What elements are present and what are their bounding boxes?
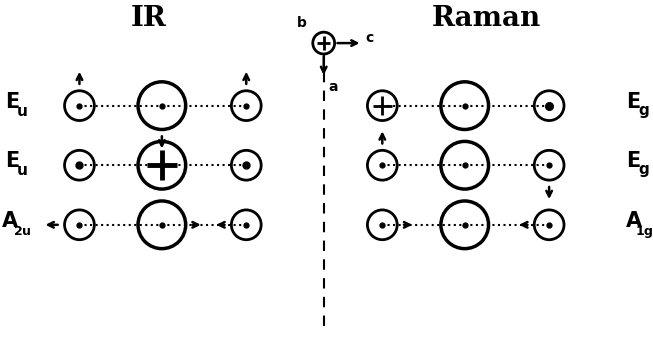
Text: $\mathbf{u}$: $\mathbf{u}$ [16, 164, 27, 178]
Text: $\mathbf{1g}$: $\mathbf{1g}$ [635, 224, 653, 240]
Text: $\mathbf{g}$: $\mathbf{g}$ [638, 163, 649, 179]
Text: b: b [297, 16, 307, 30]
Text: c: c [366, 31, 374, 45]
Text: $\mathbf{E}$: $\mathbf{E}$ [5, 151, 19, 171]
Text: $\mathbf{u}$: $\mathbf{u}$ [16, 104, 27, 119]
Text: $\mathbf{A}$: $\mathbf{A}$ [1, 211, 19, 231]
Text: $\mathbf{2u}$: $\mathbf{2u}$ [12, 225, 31, 238]
Text: Raman: Raman [432, 5, 541, 32]
Text: IR: IR [131, 5, 167, 32]
Text: $\mathbf{g}$: $\mathbf{g}$ [638, 103, 649, 120]
Text: $\mathbf{A}$: $\mathbf{A}$ [624, 211, 643, 231]
Text: $\mathbf{E}$: $\mathbf{E}$ [626, 92, 641, 112]
Text: $\mathbf{E}$: $\mathbf{E}$ [5, 92, 19, 112]
Text: a: a [328, 80, 338, 94]
Text: $\mathbf{E}$: $\mathbf{E}$ [626, 151, 641, 171]
